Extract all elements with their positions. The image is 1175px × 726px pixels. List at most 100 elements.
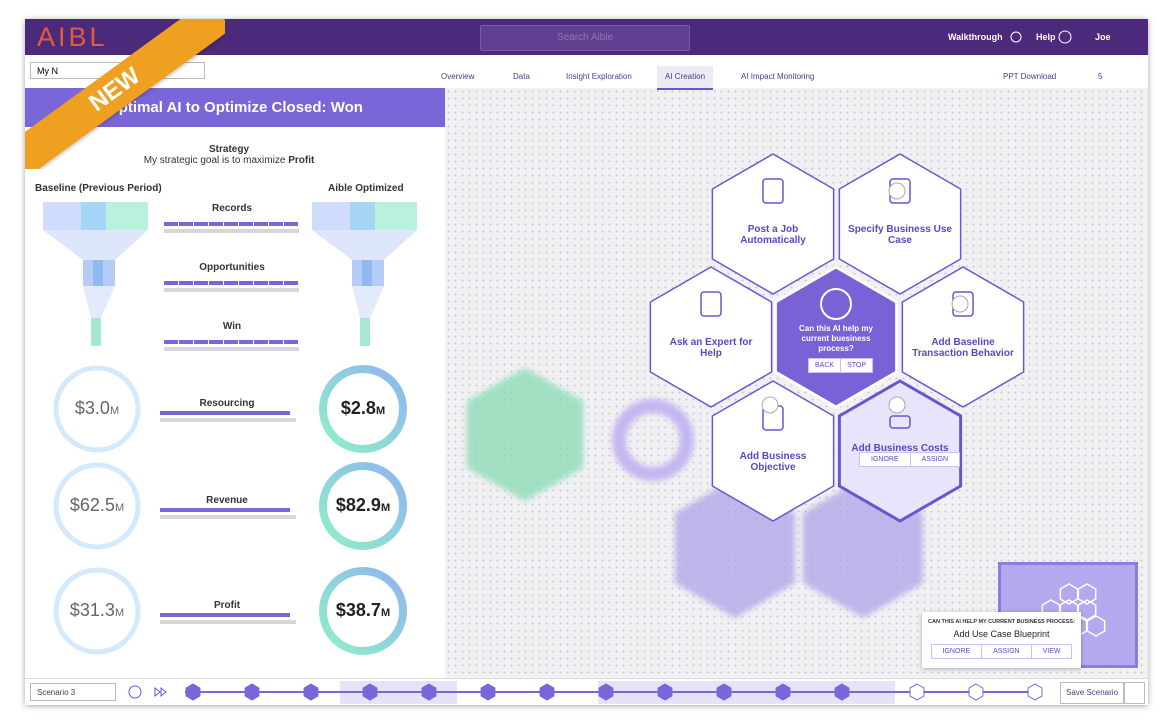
timeline-node <box>716 683 732 701</box>
blueprint-hex <box>1077 599 1097 621</box>
baseline-value: $3.0M <box>47 398 147 419</box>
user-name[interactable]: Joe <box>1095 32 1111 42</box>
hex-label: Add Baseline Transaction Behavior <box>912 337 1014 359</box>
timeline-node <box>421 683 437 701</box>
save-scenario[interactable]: Save Scenario <box>1060 682 1124 704</box>
optimized-heading: Aible Optimized <box>328 183 404 194</box>
timeline-node <box>480 683 496 701</box>
hex-status <box>761 396 779 414</box>
popup-heading: CAN THIS AI HELP MY CURRENT BUSINESS PRO… <box>928 619 1075 625</box>
funnels <box>43 202 417 351</box>
funnel-mid <box>362 260 372 286</box>
timeline-node <box>909 683 925 701</box>
save-dropdown[interactable] <box>1124 682 1145 704</box>
baseline-heading: Baseline (Previous Period) <box>35 183 162 194</box>
amount: $2.8 <box>340 398 376 418</box>
hex-tile[interactable] <box>837 379 963 523</box>
canvas: CAN THIS AI HELP MY CURRENT BUSINESS PRO… <box>445 88 1148 678</box>
optimized-ring <box>319 365 407 453</box>
popup-button[interactable]: VIEW <box>1042 648 1061 655</box>
baseline-value: $62.5M <box>47 495 147 516</box>
funnel-cone <box>83 286 115 318</box>
logo: AIBL <box>37 22 108 52</box>
donuts <box>53 365 407 655</box>
center-question: Can this AI help my current buesiness pr… <box>799 324 873 353</box>
hex-tile[interactable] <box>649 266 773 408</box>
skip-button <box>154 686 167 698</box>
center-button[interactable]: BACK <box>809 359 842 372</box>
funnel-top <box>81 202 106 230</box>
timeline-node <box>657 683 673 701</box>
timeline-node <box>968 683 984 701</box>
header-icons <box>1010 30 1072 44</box>
unit: M <box>114 502 125 514</box>
scenario-select[interactable]: Scenario 3 <box>30 683 116 701</box>
comments[interactable]: 5 Comments <box>1098 72 1137 103</box>
nav-tab[interactable]: Insight Exploration <box>566 72 632 81</box>
hex-status <box>888 182 906 200</box>
nav-tab[interactable]: Overview <box>441 72 475 81</box>
strategy-goal: Profit <box>288 155 315 166</box>
nav-tab[interactable]: Data <box>513 72 530 81</box>
amount: $62.5 <box>69 495 115 515</box>
optimized-ring <box>319 462 407 550</box>
funnel-top <box>312 202 350 230</box>
popup-buttons: IGNORE ASSIGN VIEW <box>930 644 1073 659</box>
baseline-ring <box>53 567 141 655</box>
metric-name: Revenue <box>206 495 248 506</box>
cost-button[interactable]: IGNORE <box>860 453 911 466</box>
search-box[interactable]: Search Aible <box>480 25 690 51</box>
hex-tile[interactable] <box>901 266 1025 408</box>
center-button[interactable]: STOP <box>847 362 866 369</box>
hex-status <box>888 396 906 414</box>
optimized-value: $38.7M <box>313 600 413 621</box>
popup-title: Add Use Case Blueprint <box>953 629 1050 639</box>
funnel-bottom <box>91 318 101 346</box>
center-buttons: BACK STOP <box>808 358 873 373</box>
amount: $3.0 <box>74 398 110 418</box>
popup-button[interactable]: IGNORE <box>932 645 983 658</box>
search-placeholder: Search Aible <box>556 32 614 43</box>
hex-icon <box>700 291 722 317</box>
funnel-top <box>43 202 81 230</box>
funnel-stage-label: Records <box>211 203 252 214</box>
hex-tile[interactable] <box>711 153 835 295</box>
unit: M <box>380 502 391 514</box>
strategy-sentence: My strategic goal is to maximize <box>143 155 286 166</box>
optimized-value: $2.8M <box>313 398 413 419</box>
timeline-node <box>244 683 260 701</box>
popup-button[interactable]: ASSIGN <box>982 645 1032 658</box>
app: AIBL BS Search Aible Walkthrough Help Jo… <box>25 19 1148 705</box>
ribbon: NEW <box>25 19 225 169</box>
metric-name: Resourcing <box>199 398 255 409</box>
unit: M <box>380 607 391 619</box>
funnel-cone <box>352 286 384 318</box>
help-link[interactable]: Help <box>1036 32 1056 42</box>
walkthrough-link[interactable]: Walkthrough <box>948 32 1003 42</box>
optimized-value: $82.9M <box>313 495 413 516</box>
metric-name: Profit <box>213 600 241 611</box>
timeline-node <box>1027 683 1043 701</box>
hex-icon <box>762 178 784 204</box>
hex-tile[interactable] <box>838 153 962 295</box>
blueprint-hex <box>1086 615 1106 637</box>
blueprint-hex <box>1077 583 1097 605</box>
timeline-node <box>834 683 850 701</box>
funnel-top <box>350 202 375 230</box>
hex-label: Ask an Expert for Help <box>669 337 753 359</box>
funnel-bottom <box>360 318 370 346</box>
baseline-ring <box>53 365 141 453</box>
funnel-top <box>375 202 417 230</box>
hex-label: Specify Business Use Case <box>848 224 952 246</box>
funnel-cone <box>312 230 417 260</box>
nav-tab[interactable]: AI Impact Monitoring <box>741 72 815 81</box>
ppt-download[interactable]: PPT Download <box>1003 72 1057 81</box>
footer: Scenario 3 Save Scenario <box>25 678 1148 705</box>
strategy-text: My strategic goal is to maximize Profit <box>25 155 433 166</box>
hex-tile[interactable] <box>711 380 835 522</box>
left-panel: Optimal AI to Optimize Closed: Won Strat… <box>25 88 445 678</box>
cost-button[interactable]: ASSIGN <box>921 456 949 463</box>
nav-tab[interactable]: AI Creation <box>657 66 714 90</box>
timeline-node <box>598 683 614 701</box>
